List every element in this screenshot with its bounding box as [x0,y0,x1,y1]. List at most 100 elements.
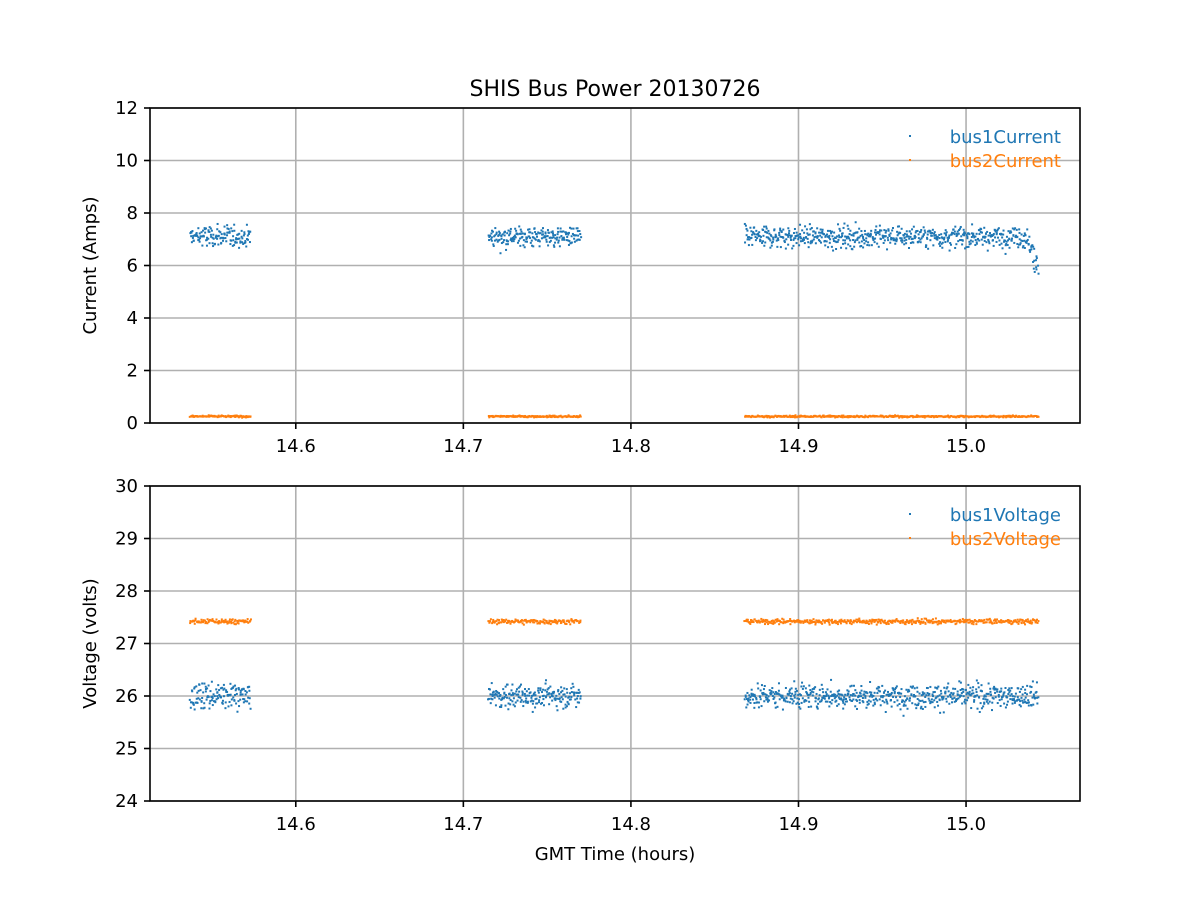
data-point [578,238,581,241]
data-point [856,707,859,710]
data-point [219,687,222,690]
data-point [989,619,992,622]
data-point [1001,247,1004,250]
data-point [763,244,766,247]
data-point [498,238,501,241]
data-point [865,240,868,243]
data-point [512,235,515,238]
data-point [1035,681,1038,684]
data-point [920,415,923,418]
data-point [779,235,782,238]
data-point [865,706,868,709]
data-point [544,231,547,234]
data-point [519,244,522,247]
data-point [979,230,982,233]
data-point [571,620,574,623]
data-point [539,689,542,692]
data-point [554,415,557,418]
data-point [894,620,897,623]
data-point [968,690,971,693]
data-point [814,231,817,234]
data-point [518,685,521,688]
data-point [943,686,946,689]
data-point [997,227,1000,230]
data-point [759,620,762,623]
data-point [1004,239,1007,242]
data-point [239,691,242,694]
data-point [543,415,546,418]
data-point [530,696,533,699]
data-point [762,240,765,243]
data-point [233,699,236,702]
data-point [997,415,1000,418]
data-point [488,235,491,238]
data-point [917,233,920,236]
data-point [917,237,920,240]
data-point [903,695,906,698]
data-point [867,699,870,702]
data-point [238,232,241,235]
data-point [961,702,964,705]
data-point [872,239,875,242]
data-point [956,415,959,418]
data-point [197,689,200,692]
data-point [1003,691,1006,694]
data-point [788,690,791,693]
data-point [227,621,230,624]
data-point [808,622,811,625]
data-point [890,414,893,417]
data-point [917,702,920,705]
data-point [891,621,894,624]
data-point [519,619,522,622]
data-point [521,232,524,235]
data-point [521,690,524,693]
data-point [209,690,212,693]
data-point [856,238,859,241]
data-point [210,229,213,232]
data-point [1032,267,1035,270]
data-point [797,415,800,418]
data-point [244,241,247,244]
data-point [809,689,812,692]
data-point [224,620,227,623]
data-point [563,693,566,696]
data-point [522,239,525,242]
data-point [820,621,823,624]
data-point [190,231,193,234]
data-point [921,699,924,702]
data-point [954,687,957,690]
data-point [921,707,924,710]
data-point [805,699,808,702]
data-point [817,621,820,624]
data-point [943,619,946,622]
data-point [988,617,991,620]
data-point [959,225,962,228]
data-point [890,693,893,696]
data-point [576,697,579,700]
data-point [212,245,215,248]
data-point [798,693,801,696]
data-point [504,694,507,697]
data-point [818,619,821,622]
data-point [864,622,867,625]
data-point [505,696,508,699]
data-point [931,231,934,234]
data-point [974,244,977,247]
data-point [893,701,896,704]
data-point [552,234,555,237]
data-point [905,233,908,236]
data-point [799,707,802,710]
data-point [807,693,810,696]
data-point [578,230,581,233]
data-point [223,232,226,235]
data-point [1024,234,1027,237]
data-point [862,237,865,240]
data-point [244,690,247,693]
data-point [822,691,825,694]
data-point [230,698,233,701]
y-tick-label: 10 [115,151,138,172]
data-point [243,231,246,234]
data-point [511,415,514,418]
data-point [249,230,252,233]
data-point [238,237,241,240]
